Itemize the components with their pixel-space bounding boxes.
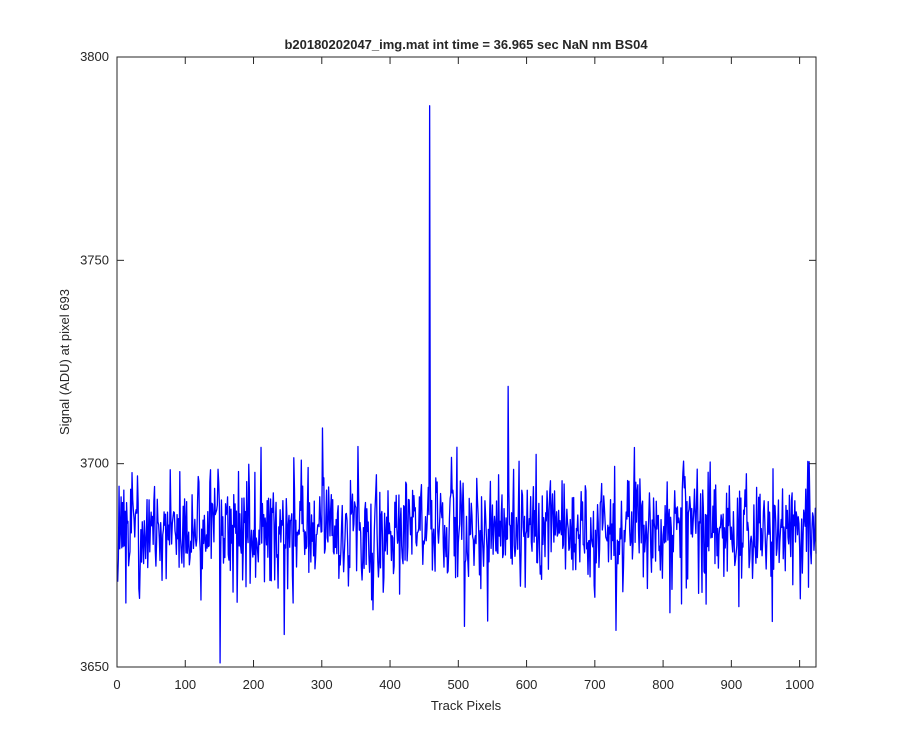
y-axis-label: Signal (ADU) at pixel 693 — [57, 289, 72, 435]
chart-title: b20180202047_img.mat int time = 36.965 s… — [284, 37, 648, 52]
x-tick-label: 900 — [721, 677, 743, 692]
x-tick-label: 800 — [652, 677, 674, 692]
y-tick-label: 3800 — [80, 49, 109, 64]
x-tick-label: 0 — [113, 677, 120, 692]
y-axis: 3650 3700 3750 3800 — [80, 49, 816, 674]
series-layer — [117, 105, 817, 664]
y-tick-label: 3750 — [80, 252, 109, 267]
y-tick-label: 3650 — [80, 659, 109, 674]
y-tick-label: 3700 — [80, 456, 109, 471]
x-tick-label: 500 — [447, 677, 469, 692]
x-tick-label: 400 — [379, 677, 401, 692]
x-tick-label: 100 — [174, 677, 196, 692]
x-axis-label: Track Pixels — [431, 698, 502, 713]
plot-area — [117, 57, 816, 667]
x-tick-label: 200 — [243, 677, 265, 692]
axes-box — [116, 56, 817, 668]
x-tick-label: 1000 — [785, 677, 814, 692]
x-tick-label: 600 — [516, 677, 538, 692]
x-tick-label: 700 — [584, 677, 606, 692]
x-tick-label: 300 — [311, 677, 333, 692]
signal-series-line — [117, 105, 817, 664]
x-axis: 0 100 200 300 400 500 600 700 800 900 1000 — [113, 57, 814, 692]
